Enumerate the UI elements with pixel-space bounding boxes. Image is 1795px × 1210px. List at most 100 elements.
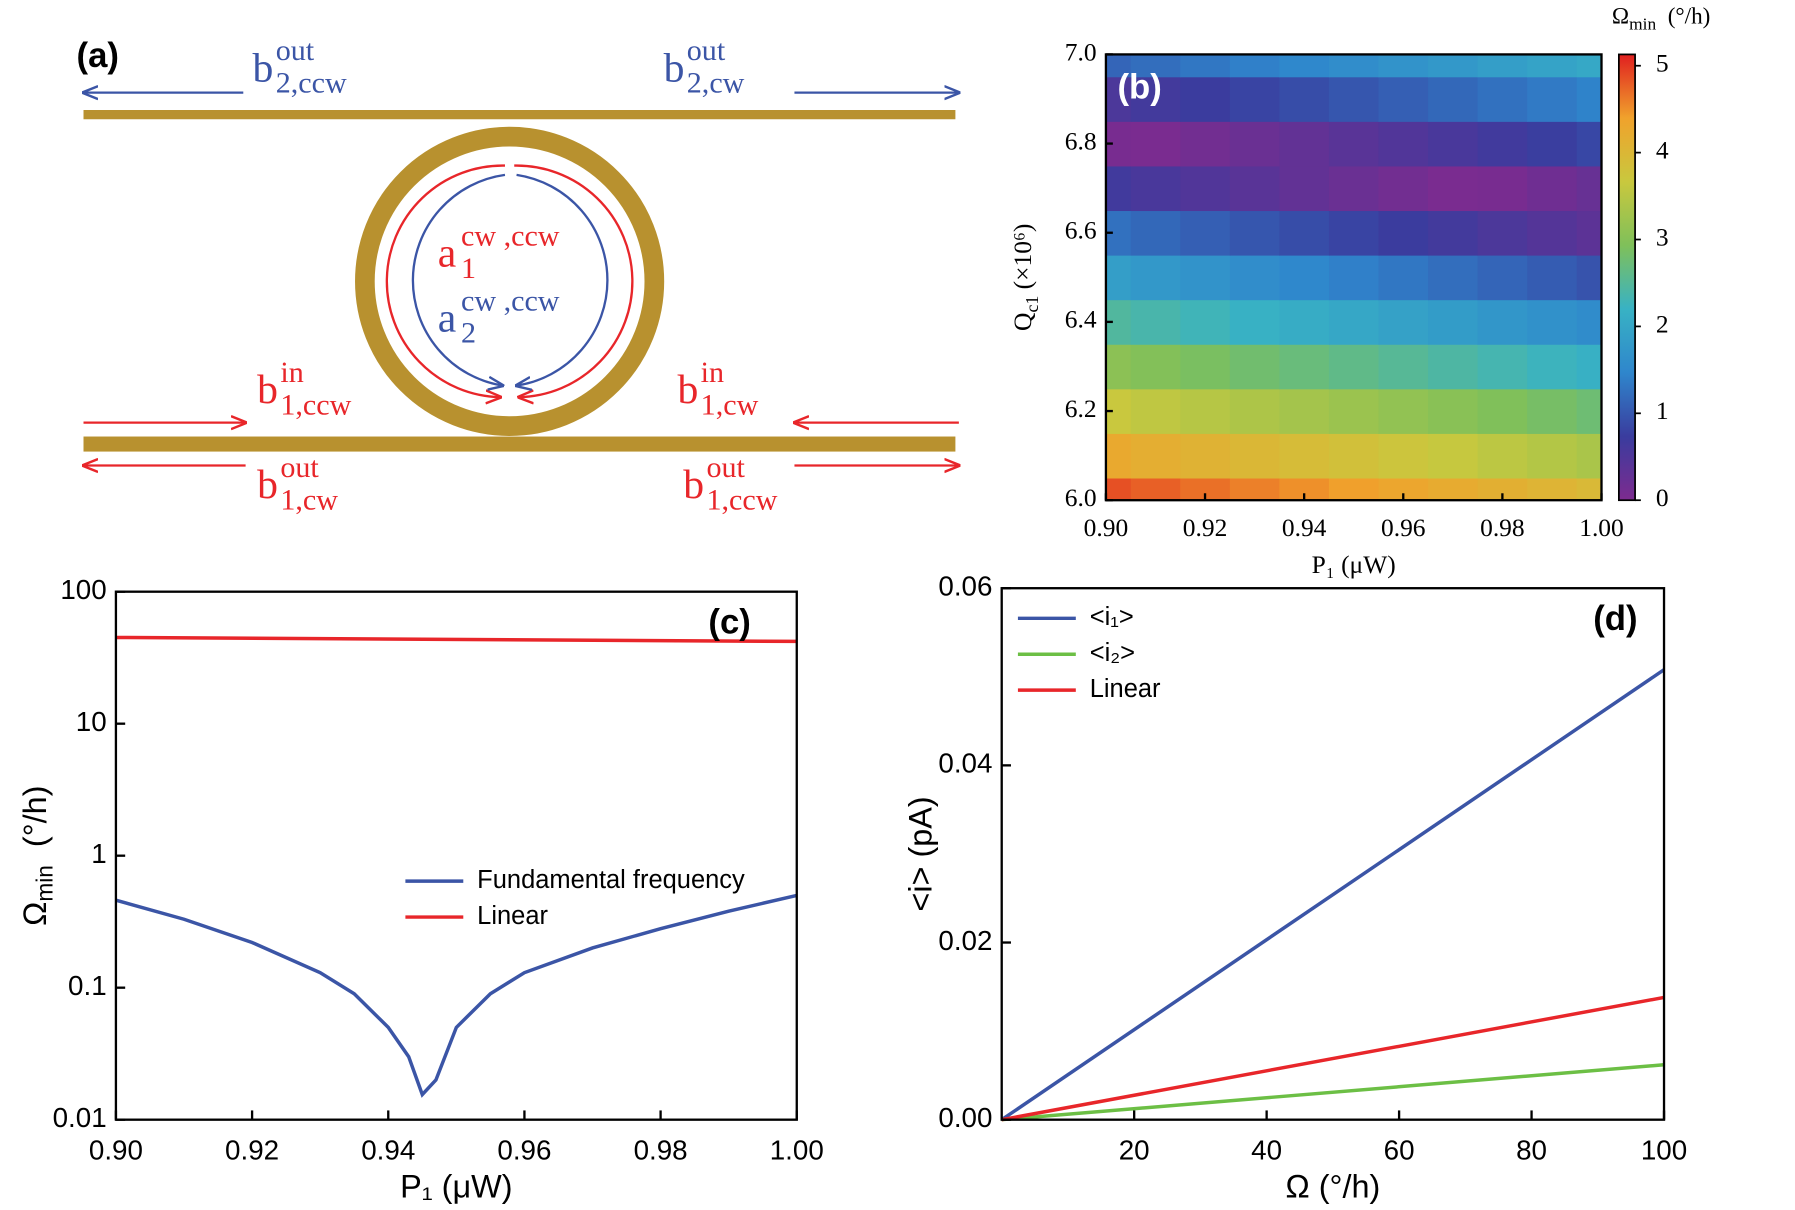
heatmap-cell [1180, 121, 1231, 167]
heatmap-cell [1527, 255, 1578, 301]
label-main: Ω [1612, 4, 1629, 30]
heatmap-cell [1378, 388, 1429, 434]
x-tick-label: 0.98 [1480, 513, 1525, 542]
heatmap-cell [1279, 344, 1330, 390]
y-tick-label: 7.0 [1065, 37, 1097, 66]
heatmap-cell [1576, 299, 1602, 345]
x-tick-label: 0.92 [225, 1134, 279, 1165]
mode-arc [411, 173, 505, 386]
legend-label: Fundamental frequency [477, 866, 745, 894]
heatmap-cell [1229, 121, 1280, 167]
heatmap-cell [1229, 54, 1280, 78]
heatmap-cell [1477, 121, 1528, 167]
heatmap-cell [1328, 121, 1380, 167]
y-tick-label: 6.6 [1065, 216, 1097, 245]
heatmap-cell [1130, 165, 1181, 212]
y-tick-label: 0.02 [938, 925, 992, 956]
heatmap-cell [1180, 165, 1231, 212]
heatmap-cell [1328, 165, 1380, 212]
mode-arc [385, 164, 505, 398]
heatmap-cell [1130, 255, 1181, 301]
colorbar-tick-label: 5 [1656, 49, 1669, 78]
heatmap-cell [1378, 165, 1429, 212]
heatmap [1105, 54, 1602, 501]
label-base: b [257, 462, 278, 508]
heatmap-cell [1477, 210, 1528, 256]
heatmap-cell [1428, 255, 1479, 301]
legend-label: Linear [477, 902, 548, 930]
heatmap-cell [1328, 255, 1380, 301]
heatmap-cell [1105, 433, 1132, 479]
heatmap-cell [1105, 165, 1132, 212]
legend-label: Linear [1090, 675, 1161, 703]
heatmap-cell [1328, 299, 1380, 345]
label-main: Q [1008, 313, 1037, 331]
y-axis-label: Ωmin (°/h) [17, 785, 58, 925]
x-tick-label: 0.94 [361, 1134, 415, 1165]
label-sub: 1 [461, 251, 476, 285]
line-series [1001, 995, 1665, 1122]
x-tick-label: 0.96 [1381, 513, 1426, 542]
label-sup: out [276, 33, 315, 67]
label-rest: (°/h) [1656, 4, 1710, 30]
label-sub: 1,ccw [706, 482, 777, 516]
heatmap-cell [1428, 433, 1479, 479]
heatmap-cell [1428, 76, 1479, 122]
y-tick-label: 0.1 [68, 970, 107, 1001]
heatmap-cell [1527, 121, 1578, 167]
panel-label: (c) [708, 603, 750, 641]
heatmap-cell [1527, 210, 1578, 256]
heatmap-cell [1378, 433, 1429, 479]
heatmap-cell [1130, 299, 1181, 345]
waveguide-top [83, 110, 956, 120]
waveguide-bottom [83, 436, 956, 452]
heatmap-cell [1229, 388, 1280, 434]
label-sub: c1 [1022, 296, 1042, 313]
heatmap-cell [1328, 210, 1380, 256]
heatmap-cell [1527, 477, 1578, 501]
heatmap-cell [1378, 210, 1429, 256]
heatmap-cell [1328, 433, 1380, 479]
label-sup: out [687, 33, 726, 67]
heatmap-cell [1477, 255, 1528, 301]
heatmap-cell [1130, 54, 1181, 78]
heatmap-cell [1279, 165, 1330, 212]
heatmap-cell [1477, 299, 1528, 345]
heatmap-cell [1229, 299, 1280, 345]
heatmap-cell [1279, 210, 1330, 256]
heatmap-cell [1428, 210, 1479, 256]
x-tick-label: 1.00 [770, 1134, 824, 1165]
label-sup: out [706, 450, 745, 484]
heatmap-cell [1428, 121, 1479, 167]
y-tick-label: 6.2 [1065, 394, 1097, 423]
heatmap-cell [1279, 121, 1330, 167]
heatmap-cell [1130, 433, 1181, 479]
x-axis-label: P₁ (μW) [1312, 550, 1396, 579]
y-tick-label: 1 [91, 838, 106, 869]
heatmap-cell [1576, 76, 1602, 122]
heatmap-cell [1378, 255, 1429, 301]
heatmap-cell [1130, 477, 1181, 501]
heatmap-cell [1279, 388, 1330, 434]
heatmap-cell [1130, 344, 1181, 390]
y-axis-label: Qc1 (×10⁶) [1008, 224, 1043, 331]
label-sub: 2,cw [687, 66, 745, 100]
heatmap-cell [1180, 255, 1231, 301]
heatmap-cell [1477, 54, 1528, 78]
heatmap-cell [1105, 76, 1132, 122]
heatmap-cell [1477, 165, 1528, 212]
label-sub: min [31, 865, 57, 902]
heatmap-cell [1130, 76, 1181, 122]
heatmap-cell [1477, 477, 1528, 501]
x-axis-label: Ω (°/h) [1285, 1169, 1380, 1205]
heatmap-cell [1378, 477, 1429, 501]
heatmap-cell [1477, 344, 1528, 390]
heatmap-cell [1576, 477, 1602, 501]
heatmap-cell [1477, 433, 1528, 479]
label-sub: 1,cw [701, 387, 759, 421]
label-sub: 2 [461, 316, 476, 350]
heatmap-cell [1279, 433, 1330, 479]
heatmap-cell [1576, 121, 1602, 167]
